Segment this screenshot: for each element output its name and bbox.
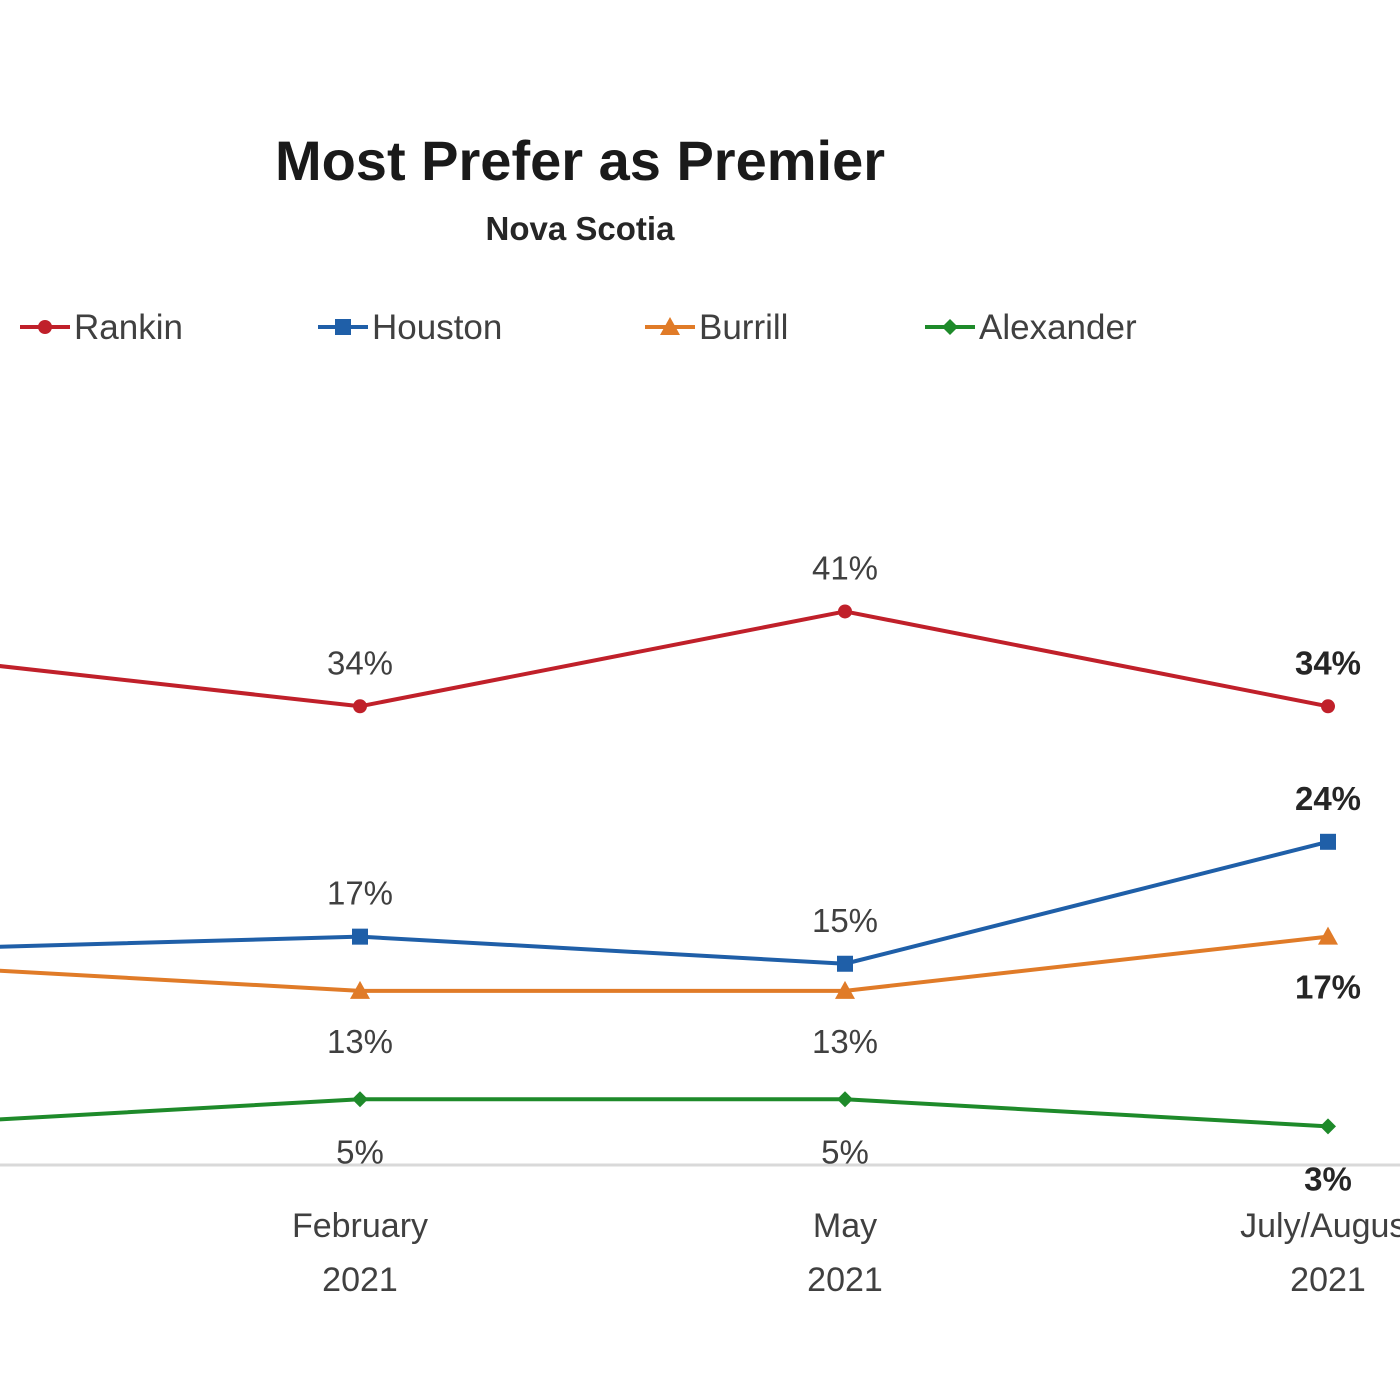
legend-label-houston: Houston [372, 308, 502, 347]
x-tick-label-2-1: 2021 [807, 1261, 883, 1299]
point-rankin-3 [1321, 699, 1335, 714]
x-tick-label-1-1: 2021 [322, 1261, 398, 1299]
legend-marker-burrill [660, 317, 680, 335]
data-label-houston-1: 17% [327, 875, 393, 912]
data-label-burrill-1: 13% [327, 1023, 393, 1060]
series-line-rankin [0, 609, 1329, 709]
data-label-houston-2: 15% [812, 902, 878, 939]
legend-marker-rankin [38, 320, 52, 334]
x-axis-ticks: February 2021 May 2021 July/August 2021 [292, 1207, 1400, 1299]
data-label-rankin-2: 41% [812, 549, 878, 586]
legend-label-alexander: Alexander [979, 308, 1137, 347]
x-tick-label-1-0: February [292, 1207, 428, 1245]
point-rankin-1 [353, 699, 367, 714]
series-line-alexander [0, 1097, 1329, 1129]
data-label-alexander-2: 5% [821, 1133, 869, 1170]
point-burrill-3 [1318, 926, 1338, 945]
point-alexander-1 [352, 1091, 368, 1108]
legend-label-rankin: Rankin [74, 308, 183, 347]
legend-marker-alexander [942, 319, 958, 335]
x-tick-label-2-0: May [813, 1207, 877, 1245]
data-label-alexander-3: 3% [1304, 1160, 1352, 1197]
chart-subtitle: Nova Scotia [486, 210, 676, 247]
point-burrill-1 [350, 980, 370, 999]
point-houston-1 [352, 928, 368, 945]
data-label-alexander-1: 5% [336, 1133, 384, 1170]
x-tick-label-3-0: July/August [1240, 1207, 1400, 1245]
data-label-layer: 34% 41% 34% 17% 15% 24% 13% 13% 17% 5% 5% 3% [327, 549, 1361, 1197]
legend: Rankin Houston Burrill Alexander [20, 308, 1137, 347]
series-layer [0, 604, 1338, 1135]
data-label-burrill-3: 17% [1295, 969, 1361, 1006]
data-label-rankin-1: 34% [327, 644, 393, 681]
legend-marker-houston [335, 319, 351, 335]
series-line-burrill [0, 934, 1329, 993]
point-alexander-2 [837, 1091, 853, 1108]
point-houston-2 [837, 955, 853, 972]
data-label-burrill-2: 13% [812, 1023, 878, 1060]
data-label-rankin-3: 34% [1295, 644, 1361, 681]
point-burrill-2 [835, 980, 855, 999]
point-houston-3 [1320, 833, 1336, 850]
x-tick-label-3-1: 2021 [1290, 1261, 1366, 1299]
legend-label-burrill: Burrill [699, 308, 788, 347]
point-rankin-2 [838, 604, 852, 619]
series-line-houston [0, 839, 1329, 966]
chart-title: Most Prefer as Premier [275, 129, 885, 192]
data-label-houston-3: 24% [1295, 780, 1361, 817]
point-alexander-3 [1320, 1118, 1336, 1135]
